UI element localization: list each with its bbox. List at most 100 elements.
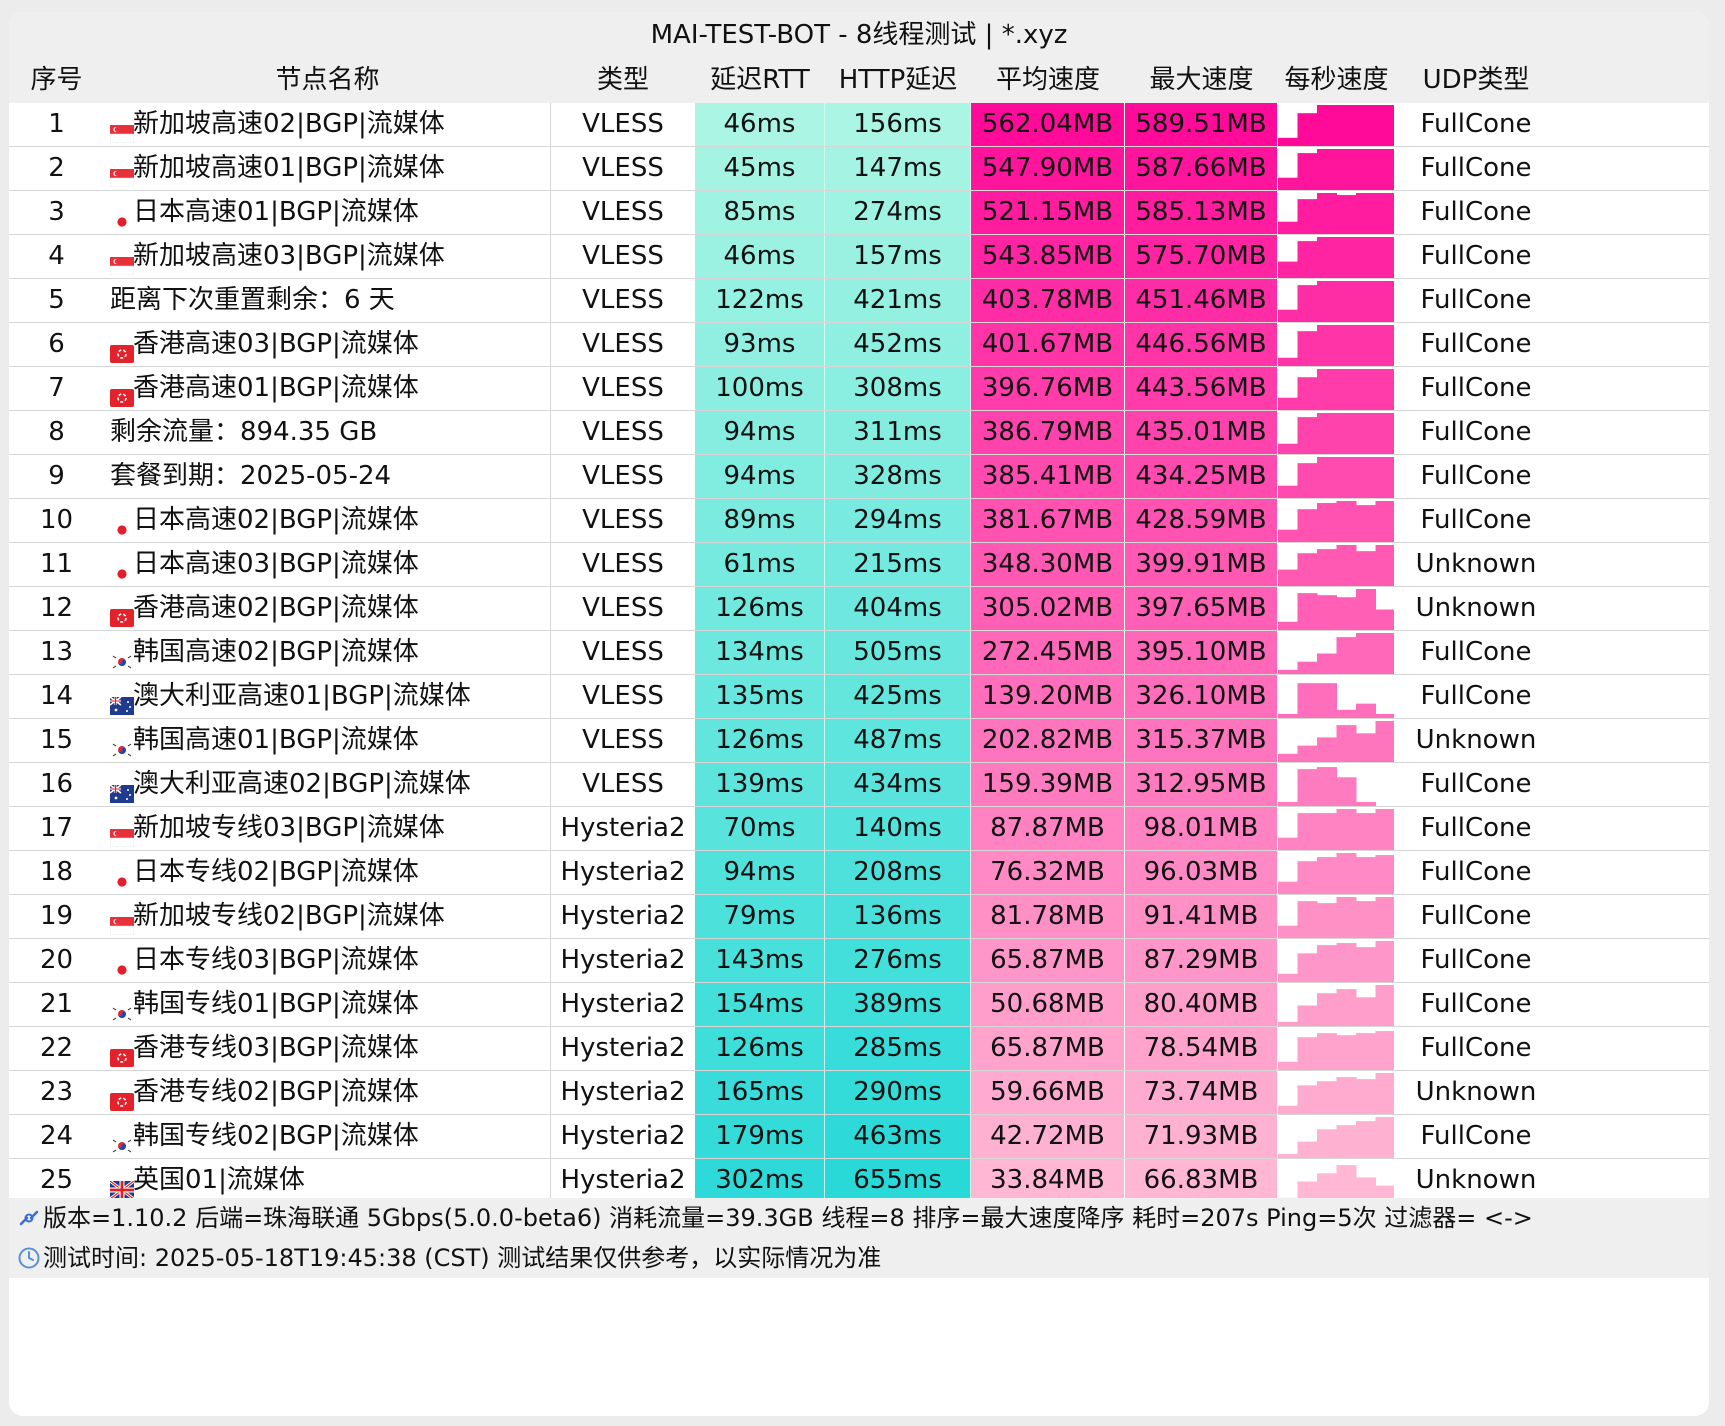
per-second-sparkline [1278, 499, 1395, 542]
table-row: 9 套餐到期：2025-05-24 VLESS 94ms 328ms 385.41MB 43… [9, 455, 1709, 499]
max-speed-value: 585.13MB [1125, 191, 1278, 234]
udp-type: Unknown [1415, 1077, 1537, 1107]
node-name-cell: 澳大利亚高速01|BGP|流媒体 [9, 675, 551, 718]
per-second-sparkline [1278, 1115, 1395, 1158]
kr-flag-icon [110, 1126, 134, 1155]
http-delay-value: 425ms [825, 675, 971, 718]
speed-bar [1375, 501, 1394, 542]
avg-speed-value: 33.84MB [971, 1159, 1125, 1202]
speed-bar [1375, 325, 1394, 366]
speed-bar [1375, 369, 1394, 410]
speed-bar [1278, 261, 1298, 278]
speed-bar [1356, 1177, 1376, 1202]
node-name-cell: 香港专线03|BGP|流媒体 [9, 1027, 551, 1070]
node-type: VLESS [582, 461, 664, 491]
http-delay-value: 421ms [825, 279, 971, 322]
table-row: 11 日本高速03|BGP|流媒体 VLESS 61ms 215ms 348.30MB 39… [9, 543, 1709, 587]
http-delay-value: 434ms [825, 763, 971, 806]
node-name: 新加坡专线03|BGP|流媒体 [133, 813, 445, 843]
header-rtt: 延迟RTT [710, 65, 810, 95]
node-name: 新加坡高速02|BGP|流媒体 [133, 109, 445, 139]
avg-speed-value: 348.30MB [971, 543, 1125, 586]
max-speed-value: 96.03MB [1125, 851, 1278, 894]
per-second-sparkline [1278, 587, 1395, 630]
http-delay-value: 311ms [825, 411, 971, 454]
speed-bar [1356, 801, 1376, 806]
speed-bar [1297, 901, 1318, 938]
row-index: 19 [39, 901, 74, 931]
speed-bar [1297, 1037, 1318, 1070]
row-index: 20 [39, 945, 74, 975]
row-index: 8 [48, 417, 65, 447]
speed-bar [1356, 733, 1376, 762]
speed-bar [1317, 903, 1337, 938]
speed-bar [1297, 285, 1318, 322]
speed-bar [1356, 149, 1376, 190]
rtt-value: 154ms [695, 983, 825, 1026]
speed-bar [1297, 745, 1318, 762]
speed-bar [1356, 281, 1376, 322]
speed-bar [1336, 149, 1357, 190]
sg-flag-icon [109, 818, 135, 848]
table-row: 14 澳大利亚高速01|BGP|流媒体 VLESS 135ms 425ms 139.20M… [9, 675, 1709, 719]
per-second-sparkline [1278, 367, 1395, 410]
speed-bar [1278, 669, 1298, 674]
footer-info-line: 版本=1.10.2 后端=珠海联通 5Gbps(5.0.0-beta6) 消耗流… [9, 1198, 1709, 1238]
speed-bar [1375, 1031, 1394, 1070]
per-second-sparkline [1278, 1071, 1395, 1114]
avg-speed-value: 396.76MB [971, 367, 1125, 410]
node-name-cell: 韩国专线02|BGP|流媒体 [9, 1115, 551, 1158]
speed-bar [1356, 857, 1376, 894]
footer-time-line: 测试时间: 2025-05-18T19:45:38 (CST) 测试结果仅供参考… [9, 1238, 1709, 1278]
row-index: 9 [48, 461, 65, 491]
speed-bar [1297, 1085, 1318, 1114]
udp-type: FullCone [1420, 637, 1532, 667]
speed-bar [1336, 413, 1357, 454]
speed-bar [1297, 1181, 1318, 1202]
http-delay-value: 157ms [825, 235, 971, 278]
row-index: 24 [39, 1121, 74, 1151]
avg-speed-value: 386.79MB [971, 411, 1125, 454]
speed-bar [1356, 703, 1376, 718]
table-row: 1 新加坡高速02|BGP|流媒体 VLESS 46ms 156ms 562.04MB 58… [9, 103, 1709, 147]
node-type: VLESS [582, 549, 664, 579]
udp-type: FullCone [1420, 109, 1532, 139]
avg-speed-value: 59.66MB [971, 1071, 1125, 1114]
speed-bar [1356, 413, 1376, 454]
footer-info-text: 版本=1.10.2 后端=珠海联通 5Gbps(5.0.0-beta6) 消耗流… [43, 1204, 1533, 1232]
node-name: 日本专线03|BGP|流媒体 [133, 945, 419, 975]
speed-bar [1336, 597, 1357, 630]
udp-type: FullCone [1420, 945, 1532, 975]
max-speed-value: 399.91MB [1125, 543, 1278, 586]
speed-bar [1336, 809, 1357, 850]
node-type: VLESS [582, 373, 664, 403]
speed-bar [1375, 941, 1394, 982]
row-index: 16 [39, 769, 74, 799]
per-second-sparkline [1278, 631, 1395, 674]
http-delay-value: 452ms [825, 323, 971, 366]
max-speed-value: 73.74MB [1125, 1071, 1278, 1114]
node-type: Hysteria2 [560, 945, 686, 975]
speed-bar [1297, 1005, 1318, 1026]
row-index: 15 [39, 725, 74, 755]
per-second-sparkline [1278, 411, 1395, 454]
rtt-value: 126ms [695, 1027, 825, 1070]
speed-bar [1317, 857, 1337, 894]
node-name: 新加坡专线02|BGP|流媒体 [133, 901, 445, 931]
table-row: 25 英国01|流媒体 Hysteria2 302ms 655ms 33.84MB 66.8… [9, 1159, 1709, 1203]
udp-type: FullCone [1420, 1033, 1532, 1063]
speed-bar [1317, 993, 1337, 1026]
speed-bar [1278, 753, 1298, 762]
table-row: 20 日本专线03|BGP|流媒体 Hysteria2 143ms 276ms 65.87… [9, 939, 1709, 983]
per-second-sparkline [1278, 807, 1395, 850]
clock-icon [18, 1247, 40, 1269]
speed-bar [1317, 653, 1337, 674]
node-name-cell: 套餐到期：2025-05-24 [9, 455, 551, 498]
udp-type: FullCone [1420, 153, 1532, 183]
row-index: 17 [39, 813, 74, 843]
speed-bar [1356, 901, 1376, 938]
speed-bar [1356, 457, 1376, 498]
row-index: 21 [39, 989, 74, 1019]
speed-bar [1297, 113, 1318, 146]
speed-bar [1375, 149, 1394, 190]
